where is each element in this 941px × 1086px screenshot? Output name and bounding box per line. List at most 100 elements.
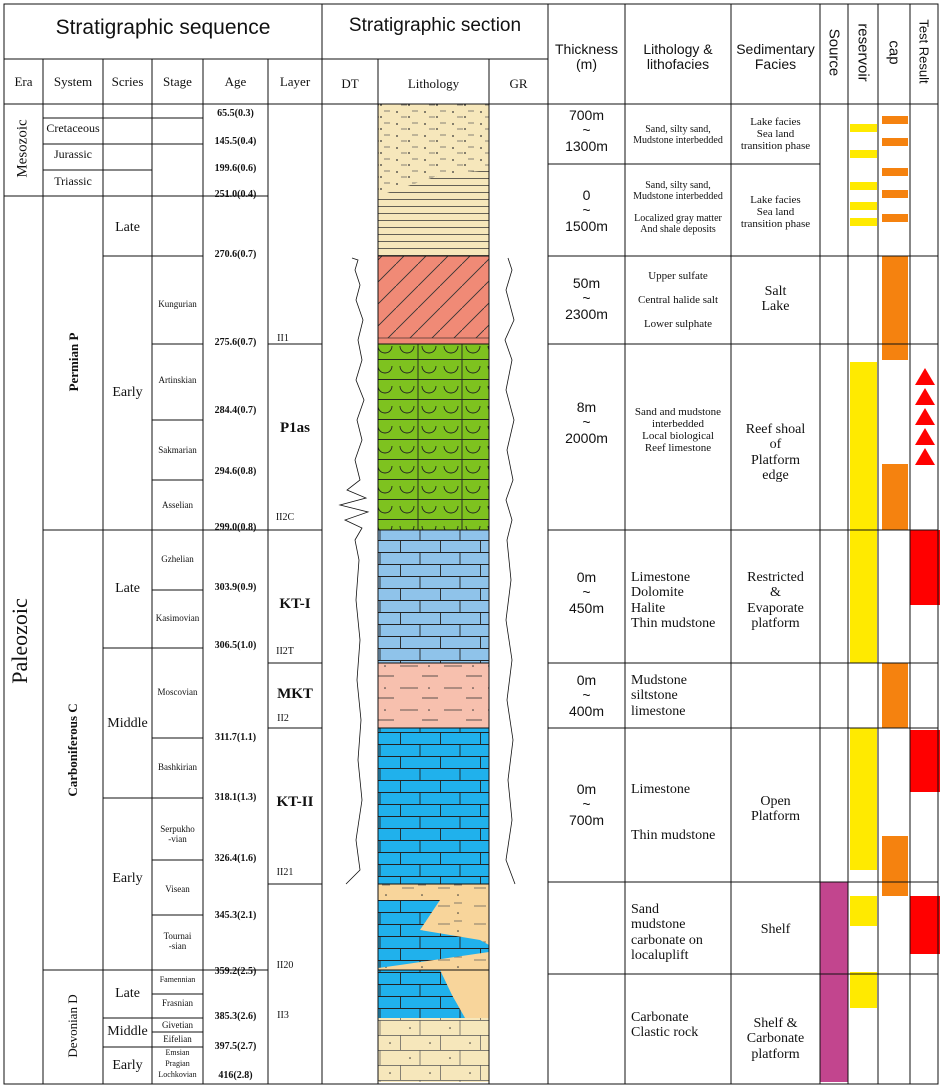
facies-text: Shelf [760,922,791,937]
litho-limestone-wedge [378,900,489,968]
thickness-value: 50m ~ 2300m [565,275,608,322]
era-paleozoic: Paleozoic [7,598,32,684]
lithofacies-text: Sand and mudstone interbedded Local biol… [634,406,722,455]
reservoir-bar [850,202,877,210]
facies-text: Restricted & Evaporate platform [747,570,804,632]
litho-limestone-light [378,530,489,663]
series-early-permian: Early [112,385,143,400]
header-series: Scries [111,74,144,89]
system-permian: Permian P [66,332,81,392]
source-column [820,882,848,1082]
system-jurassic: Jurassic [54,147,92,161]
stage-label: Visean [165,884,190,894]
litho-carbonate [378,1018,489,1082]
system-carboniferous: Carboniferous C [65,703,80,797]
age-label: 345.3(2.1) [214,910,257,921]
reservoir-bar [850,728,877,870]
gas-show-triangle-icon [915,388,935,405]
header-test-result: Test Result [916,19,932,84]
layer-p1as: P1as [280,420,310,436]
cap-bar [882,116,908,124]
facies-text: Shelf & Carbonate platform [746,1016,805,1062]
thickness-value: 700m ~ 1300m [565,107,608,154]
cap-bar [882,256,908,360]
header-source: Source [825,28,843,77]
lithofacies-text: Sand mudstone carbonate on localuplift [631,902,703,964]
cap-bar [882,168,908,176]
facies-text: Lake facies Sea land transition phase [740,116,811,153]
age-label: 306.5(1.0) [214,640,257,651]
layer-kt-ii: KT-II [276,794,314,810]
age-label: 275.6(0.7) [214,337,257,348]
thickness-value: 0m ~ 450m [568,569,605,616]
age-label: 284.4(0.7) [214,405,257,416]
reservoir-bar [850,150,877,158]
reservoir-bar [850,124,877,132]
lithofacies-text: Mudstone siltstone limestone [631,673,687,719]
header-lithology-lithofacies: Lithology & lithofacies [643,41,713,73]
facies-text: Open Platform [751,794,800,825]
stage-label: Tournai -sian [163,931,192,951]
boundary-label: II20 [276,960,294,971]
boundary-label: II1 [277,333,289,344]
boundary-label: II2T [276,646,294,657]
age-label: 416(2.8) [218,1070,253,1081]
header-era: Era [14,74,33,89]
stage-label: Kungurian [158,299,197,309]
litho-limestone-dark [378,728,489,884]
age-label: 145.5(0.4) [214,136,257,147]
header-thickness: Thickness (m) [554,41,619,73]
cap-bar [882,464,908,530]
litho-sandstone-wedge [440,970,489,1018]
lithofacies-text: Upper sulfate Central halide salt Lower … [637,270,719,331]
gas-show-triangle-icon [915,368,935,385]
header-stratigraphic-sequence: Stratigraphic sequence [55,16,271,39]
system-cretaceous: Cretaceous [46,121,100,135]
litho-salt-base [377,337,490,345]
stage-label: Artinskian [158,375,197,385]
cap-bar [882,836,908,896]
age-label: 397.5(2.7) [214,1041,257,1052]
thickness-value: 0m ~ 400m [568,672,605,719]
lithofacies-text: Limestone Thin mudstone [631,782,716,844]
reservoir-bar [850,362,877,530]
stage-label: Moscovian [157,687,198,697]
cap-bar [882,663,908,728]
gas-show-triangle-icon [915,428,935,445]
test-bar [910,896,940,954]
age-label: 311.7(1.1) [214,732,257,743]
boundary-label: II21 [276,867,294,878]
age-label: 199.6(0.6) [214,163,257,174]
stage-label: Serpukho -vian [160,824,195,844]
lithofacies-text: Carbonate Clastic rock [631,1010,699,1041]
boundary-label: II2C [275,512,295,523]
test-bar [910,730,940,792]
test-result-column [910,368,940,954]
stage-label: Sakmarian [158,445,197,455]
lithofacies-text: Sand, silty sand, Mudstone interbedded [633,124,723,146]
series-late-devonian: Late [115,986,140,1001]
facies-text: Reef shoal of Platform edge [745,422,806,484]
thickness-value: 0 ~ 1500m [565,187,608,234]
thickness-value: 8m ~ 2000m [565,399,608,446]
gr-log-curve [504,257,516,885]
stage-label: Givetian [162,1020,193,1030]
source-bar [820,882,848,1082]
age-label: 65.5(0.3) [217,108,254,119]
series-early-carboniferous: Early [112,871,143,886]
cap-bar [882,190,908,198]
stage-label: Lochkovian [158,1070,197,1079]
stage-label: Bashkirian [158,762,197,772]
table-grid [3,3,939,1085]
header-lithology: Lithology [407,76,460,91]
age-label: 294.6(0.8) [214,466,257,477]
age-label: 303.9(0.9) [214,582,257,593]
reservoir-bar [850,972,877,1008]
gas-show-triangle-icon [915,448,935,465]
era-mesozoic: Mesozoic [14,119,31,178]
litho-mudstone [378,663,489,728]
age-label: 385.3(2.6) [214,1011,257,1022]
lithofacies-text: Sand, silty sand, Mudstone interbedded L… [633,180,723,235]
cap-column [882,116,908,896]
stage-label: Asselian [162,500,193,510]
